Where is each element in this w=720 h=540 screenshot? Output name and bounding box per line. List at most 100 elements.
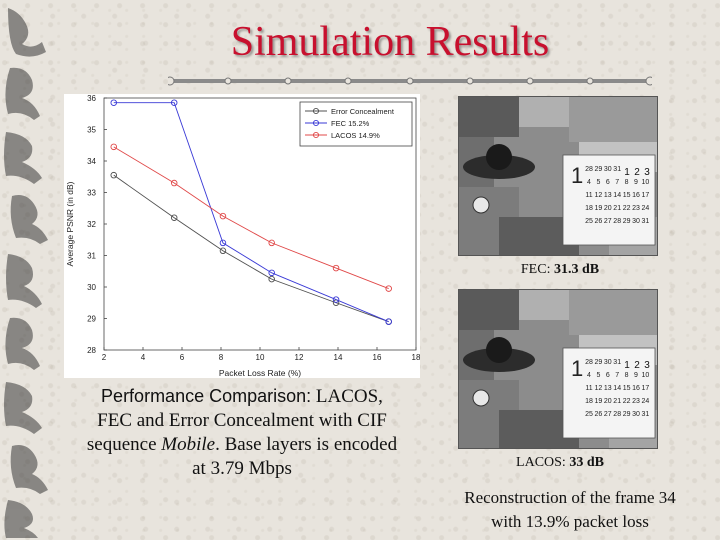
calendar-day: 20 <box>604 205 612 212</box>
psnr-chart-panel: 2 4 6 8 10 12 14 16 18 28 29 30 31 32 33 34 35 36 Error C… <box>64 94 421 378</box>
data-point-error-concealment <box>219 247 227 255</box>
wallpaper-patch <box>459 290 519 330</box>
x-tick-label: 14 <box>334 353 343 362</box>
data-point-lacos-14-9 <box>385 285 392 292</box>
calendar-day: 17 <box>642 192 650 199</box>
caption-line-3: sequence Mobile. Base layers is encoded <box>62 433 422 457</box>
calendar-day: 26 <box>595 218 603 225</box>
x-axis-label: Packet Loss Rate (%) <box>219 368 301 378</box>
lacos-reconstruction-image: 1 28 29 30 31 4 5 6 7 8 9 10 11 12 13 14 15 16 17 18 19 20 21 2… <box>458 289 658 449</box>
data-point-error-concealment <box>170 214 178 221</box>
data-point-error-concealment <box>268 275 275 283</box>
calendar-day: 22 <box>623 398 631 405</box>
data-point-lacos-14-9 <box>110 143 118 151</box>
caption-sequence-name: Mobile <box>161 434 216 455</box>
calendar-day: 29 <box>623 411 631 418</box>
calendar-day: 14 <box>613 192 621 199</box>
series-line-error-concealment <box>113 174 389 323</box>
chart-series <box>110 99 392 325</box>
data-point-fec-15-2 <box>219 239 227 247</box>
calendar-day: 12 <box>595 385 603 392</box>
caption-line-3-b: . Base layers is encoded <box>215 434 398 455</box>
data-point-fec-15-2 <box>170 99 178 106</box>
caption-line-4: at 3.79 Mbps <box>192 458 292 479</box>
toy-ball <box>486 337 512 363</box>
x-tick-label: 10 <box>256 353 265 362</box>
x-tick-label: 4 <box>141 353 146 362</box>
fec-reconstruction-image: 1 28 29 30 31 4 5 6 7 8 9 10 11 12 13 14 15 16 17 18 19 20 21 2… <box>458 96 658 256</box>
calendar-day: 30 <box>604 359 612 366</box>
lacos-psnr-value: 33 dB <box>569 455 604 470</box>
calendar-day: 15 <box>623 385 631 392</box>
calendar-day: 30 <box>604 166 612 173</box>
calendar-day: 10 <box>642 372 650 379</box>
toy-ball <box>486 144 512 170</box>
wallpaper-patch <box>569 97 657 142</box>
x-tick-label: 16 <box>373 353 382 362</box>
slide-title: Simulation Results <box>230 19 550 65</box>
data-point-fec-15-2 <box>332 296 340 303</box>
y-tick-label: 34 <box>87 157 96 166</box>
calendar-day: 25 <box>585 411 593 418</box>
calendar-day: 13 <box>604 192 612 199</box>
series-line-lacos-14-9 <box>113 146 389 289</box>
y-tick-label: 35 <box>87 126 96 135</box>
calendar-day: 8 <box>625 372 629 379</box>
caption-line-2: FEC and Error Concealment with CIF <box>97 410 387 431</box>
calendar-top-day: 3 <box>644 360 650 371</box>
wallpaper-patch <box>519 97 569 127</box>
y-tick-label: 32 <box>87 220 96 229</box>
x-tick-label: 8 <box>219 353 224 362</box>
y-tick-label: 31 <box>87 252 96 261</box>
calendar-day: 23 <box>632 398 640 405</box>
calendar-day: 12 <box>595 192 603 199</box>
y-tick-label: 29 <box>87 315 96 324</box>
calendar-day: 29 <box>623 218 631 225</box>
calendar-day: 18 <box>585 205 593 212</box>
legend-marker-lacos-14-9 <box>312 131 320 139</box>
data-point-lacos-14-9 <box>268 239 275 247</box>
calendar-day: 30 <box>632 218 640 225</box>
calendar-day: 22 <box>623 205 631 212</box>
x-tick-label: 6 <box>180 353 185 362</box>
calendar <box>562 347 656 439</box>
caption-lead: Performance Comparison: <box>101 386 312 406</box>
psnr-chart: 2 4 6 8 10 12 14 16 18 28 29 30 31 32 33 34 35 36 Error C… <box>65 94 421 378</box>
x-tick-label: 12 <box>295 353 304 362</box>
calendar-day: 29 <box>595 359 603 366</box>
calendar-day: 21 <box>613 205 621 212</box>
reconstruction-caption-line-1: Reconstruction of the frame 34 <box>464 488 676 507</box>
wallpaper-patch <box>459 97 519 137</box>
calendar-month-glyph: 1 <box>571 356 583 381</box>
calendar-day: 7 <box>615 372 619 379</box>
data-point-lacos-14-9 <box>219 212 227 220</box>
y-tick-label: 36 <box>87 94 96 103</box>
calendar-day: 5 <box>596 179 600 186</box>
chart-legend: Error Concealment FEC 15.2% LACOS 14.9% <box>299 101 413 147</box>
y-tick-label: 33 <box>87 189 96 198</box>
calendar-day: 24 <box>642 398 650 405</box>
data-point-lacos-14-9 <box>170 179 178 187</box>
fec-psnr-label: FEC: 31.3 dB <box>430 262 690 278</box>
calendar-day: 24 <box>642 205 650 212</box>
calendar-day: 25 <box>585 218 593 225</box>
calendar-day: 9 <box>634 372 638 379</box>
calendar-day: 13 <box>604 385 612 392</box>
caption-lead-rest: LACOS, <box>311 386 383 407</box>
calendar-day: 27 <box>604 411 612 418</box>
chart-caption: Performance Comparison: LACOS, FEC and E… <box>62 384 422 481</box>
calendar-day: 28 <box>613 218 621 225</box>
caption-line-3-a: sequence <box>86 434 162 455</box>
calendar-day: 31 <box>613 359 621 366</box>
fec-label-prefix: FEC: <box>520 262 554 277</box>
calendar-top-day: 2 <box>634 167 640 178</box>
legend-marker-fec-15-2 <box>312 119 320 127</box>
calendar-day: 11 <box>585 192 592 199</box>
calendar-day: 10 <box>642 179 650 186</box>
calendar-day: 7 <box>615 179 619 186</box>
series-line-fec-15-2 <box>113 102 389 323</box>
toy-wheel <box>472 196 490 214</box>
calendar-day: 15 <box>623 192 631 199</box>
